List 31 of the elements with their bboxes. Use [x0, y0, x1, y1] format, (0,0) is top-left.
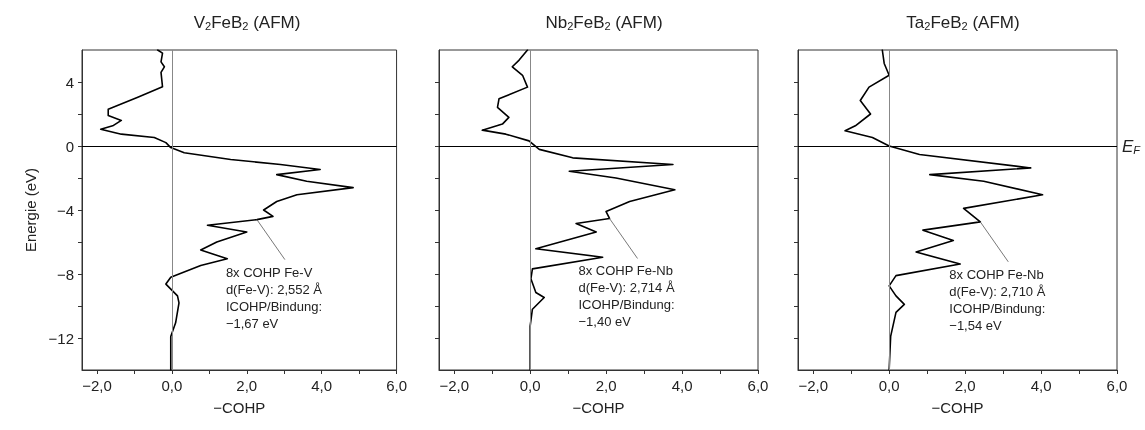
x-tick-label: 0,0 [161, 377, 183, 394]
chart-title: Ta2FeB2 (AFM) [906, 12, 1020, 33]
x-tick-label: 2,0 [236, 377, 258, 394]
x-tick-label: 0,0 [519, 377, 541, 394]
x-tick-label: 6,0 [747, 377, 769, 394]
x-tick-label: −2,0 [439, 377, 469, 394]
x-axis-title: −COHP [572, 399, 625, 416]
x-tick-label: 0,0 [878, 377, 900, 394]
y-tick-label: −12 [48, 329, 74, 347]
x-tick-label: 6,0 [1106, 377, 1128, 394]
y-tick-label: 0 [65, 137, 74, 155]
chart-title: Nb2FeB2 (AFM) [545, 12, 663, 33]
x-axis-title: −COHP [931, 399, 984, 416]
y-axis-title: Energie (eV) [21, 167, 39, 253]
ref-line-label: EF [1122, 136, 1142, 156]
x-axis-title: −COHP [213, 399, 266, 416]
y-tick-label: −8 [56, 265, 74, 283]
annotation: 8x COHP Fe-Nb d(Fe-V): 2,714 Å ICOHP/Bindung: −1,40 eV [578, 263, 675, 330]
x-tick-label: 4,0 [671, 377, 693, 394]
x-tick-label: 2,0 [595, 377, 617, 394]
annotation: 8x COHP Fe-Nb d(Fe-V): 2,710 Å ICOHP/Bindung: −1,54 eV [949, 266, 1046, 333]
y-tick-label: 4 [65, 73, 74, 91]
x-tick-label: 4,0 [311, 377, 333, 394]
annotation: 8x COHP Fe-V d(Fe-V): 2,552 Å ICOHP/Bindung: −1,67 eV [225, 264, 323, 331]
x-tick-label: −2,0 [798, 377, 828, 394]
y-tick-label: −4 [56, 201, 74, 219]
chart-title: V2FeB2 (AFM) [193, 12, 301, 33]
x-tick-label: 4,0 [1030, 377, 1052, 394]
x-tick-label: −2,0 [82, 377, 112, 394]
x-tick-label: 6,0 [386, 377, 407, 394]
x-tick-label: 2,0 [954, 377, 976, 394]
